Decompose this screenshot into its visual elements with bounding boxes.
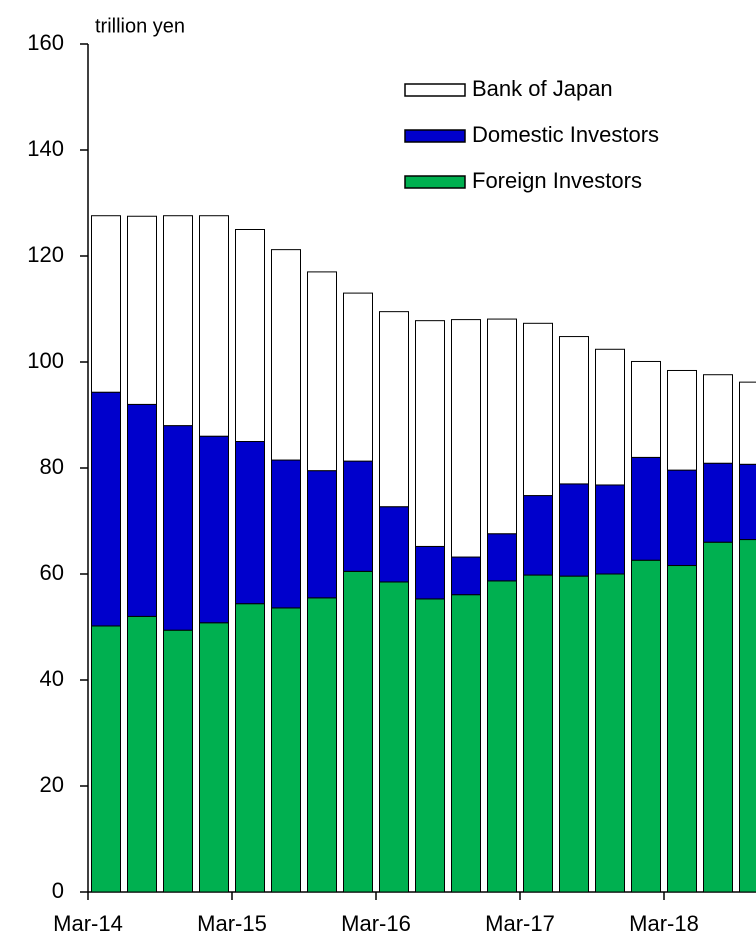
y-tick-label: 100 (27, 348, 64, 373)
bar-segment (235, 229, 265, 442)
y-tick-label: 0 (52, 878, 64, 903)
bar-segment (307, 597, 337, 893)
bar-segment (163, 215, 193, 427)
bar-segment (523, 574, 553, 893)
y-tick-label: 60 (40, 560, 64, 585)
y-tick-label: 20 (40, 772, 64, 797)
bar-segment (199, 622, 229, 893)
bar-segment (559, 483, 589, 577)
y-tick-label: 140 (27, 136, 64, 161)
x-tick-label: Mar-18 (629, 911, 699, 936)
bar-segment (451, 319, 481, 558)
bar-segment (343, 460, 373, 572)
bar-segment (127, 215, 157, 405)
bar-segment (595, 573, 625, 893)
legend-swatch (404, 175, 466, 189)
y-tick-label: 120 (27, 242, 64, 267)
x-tick-label: Mar-15 (197, 911, 267, 936)
bar-segment (91, 625, 121, 893)
bar-segment (559, 336, 589, 485)
bar-segment (595, 484, 625, 575)
bar-segment (631, 559, 661, 893)
bar-segment (523, 322, 553, 497)
x-tick-label: Mar-17 (485, 911, 555, 936)
bar-segment (163, 425, 193, 631)
bar-segment (631, 360, 661, 458)
y-axis-title: trillion yen (95, 15, 185, 37)
bar-segment (127, 403, 157, 617)
legend-swatch (404, 83, 466, 97)
bar-segment (487, 318, 517, 535)
y-tick-label: 40 (40, 666, 64, 691)
bar-segment (415, 598, 445, 893)
bar-segment (667, 469, 697, 567)
bar-segment (487, 533, 517, 582)
bar-segment (703, 462, 733, 543)
bar-segment (91, 391, 121, 627)
bar-segment (271, 459, 301, 609)
bar-segment (739, 381, 756, 465)
legend-label: Domestic Investors (472, 122, 659, 147)
bar-segment (91, 215, 121, 393)
bar-segment (667, 369, 697, 471)
bar-segment (451, 594, 481, 893)
legend-label: Foreign Investors (472, 168, 642, 193)
bar-segment (343, 570, 373, 893)
bar-segment (307, 271, 337, 472)
bar-segment (271, 607, 301, 893)
bar-segment (523, 495, 553, 576)
y-tick-label: 160 (27, 30, 64, 55)
bar-segment (235, 603, 265, 893)
bar-segment (307, 470, 337, 599)
bar-segment (379, 506, 409, 583)
legend-label: Bank of Japan (472, 76, 613, 101)
bar-segment (703, 541, 733, 893)
x-tick-label: Mar-16 (341, 911, 411, 936)
bar-segment (235, 441, 265, 605)
bar-segment (199, 215, 229, 437)
bar-segment (703, 374, 733, 464)
bar-segment (199, 435, 229, 624)
bar-segment (343, 292, 373, 462)
bar-segment (163, 629, 193, 893)
x-tick-label: Mar-14 (53, 911, 123, 936)
legend-swatch (404, 129, 466, 143)
bar-segment (739, 463, 756, 541)
bar-segment (739, 539, 756, 893)
bar-segment (631, 456, 661, 561)
bar-segment (271, 249, 301, 461)
bar-segment (667, 565, 697, 893)
bar-segment (595, 348, 625, 486)
bar-segment (451, 556, 481, 596)
y-tick-label: 80 (40, 454, 64, 479)
bar-segment (379, 311, 409, 508)
bar-segment (487, 580, 517, 893)
bar-segment (127, 615, 157, 893)
bar-segment (415, 320, 445, 547)
bar-segment (379, 581, 409, 893)
bar-segment (415, 545, 445, 600)
bar-segment (559, 575, 589, 893)
